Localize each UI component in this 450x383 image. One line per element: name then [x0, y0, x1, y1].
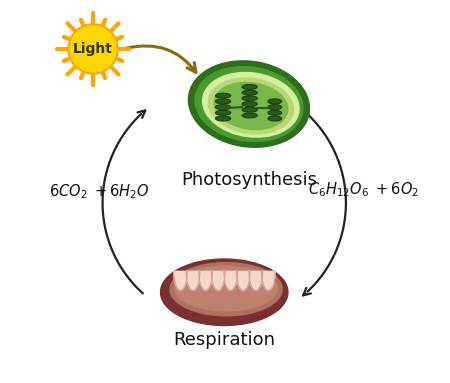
Polygon shape — [212, 271, 225, 290]
Text: Photosynthesis: Photosynthesis — [181, 170, 317, 188]
Polygon shape — [261, 271, 275, 290]
Ellipse shape — [195, 67, 303, 142]
Ellipse shape — [161, 259, 288, 326]
Ellipse shape — [214, 82, 288, 129]
Ellipse shape — [208, 78, 293, 134]
Ellipse shape — [242, 107, 257, 112]
Ellipse shape — [170, 263, 282, 316]
Ellipse shape — [216, 110, 231, 115]
Ellipse shape — [268, 116, 282, 121]
Circle shape — [68, 24, 118, 74]
Ellipse shape — [202, 72, 299, 137]
Ellipse shape — [242, 90, 257, 95]
Polygon shape — [224, 271, 238, 290]
Polygon shape — [199, 271, 212, 290]
Ellipse shape — [216, 105, 231, 110]
Ellipse shape — [216, 99, 231, 104]
Ellipse shape — [175, 266, 278, 311]
Text: $6CO_2\ +6H_2O$: $6CO_2\ +6H_2O$ — [50, 182, 150, 201]
Ellipse shape — [268, 110, 282, 115]
Text: Respiration: Respiration — [173, 331, 275, 349]
Text: Light: Light — [73, 42, 113, 56]
Polygon shape — [174, 271, 187, 290]
Polygon shape — [249, 271, 263, 290]
Ellipse shape — [268, 105, 282, 110]
Ellipse shape — [242, 113, 257, 118]
Ellipse shape — [242, 101, 257, 106]
Ellipse shape — [216, 93, 231, 98]
Text: $C_6H_{12}O_6\ +6O_2$: $C_6H_{12}O_6\ +6O_2$ — [308, 180, 419, 199]
Ellipse shape — [268, 99, 282, 104]
Ellipse shape — [242, 96, 257, 101]
Ellipse shape — [242, 85, 257, 89]
Ellipse shape — [216, 116, 231, 121]
Polygon shape — [186, 271, 200, 290]
Ellipse shape — [189, 61, 310, 147]
Polygon shape — [236, 271, 250, 290]
